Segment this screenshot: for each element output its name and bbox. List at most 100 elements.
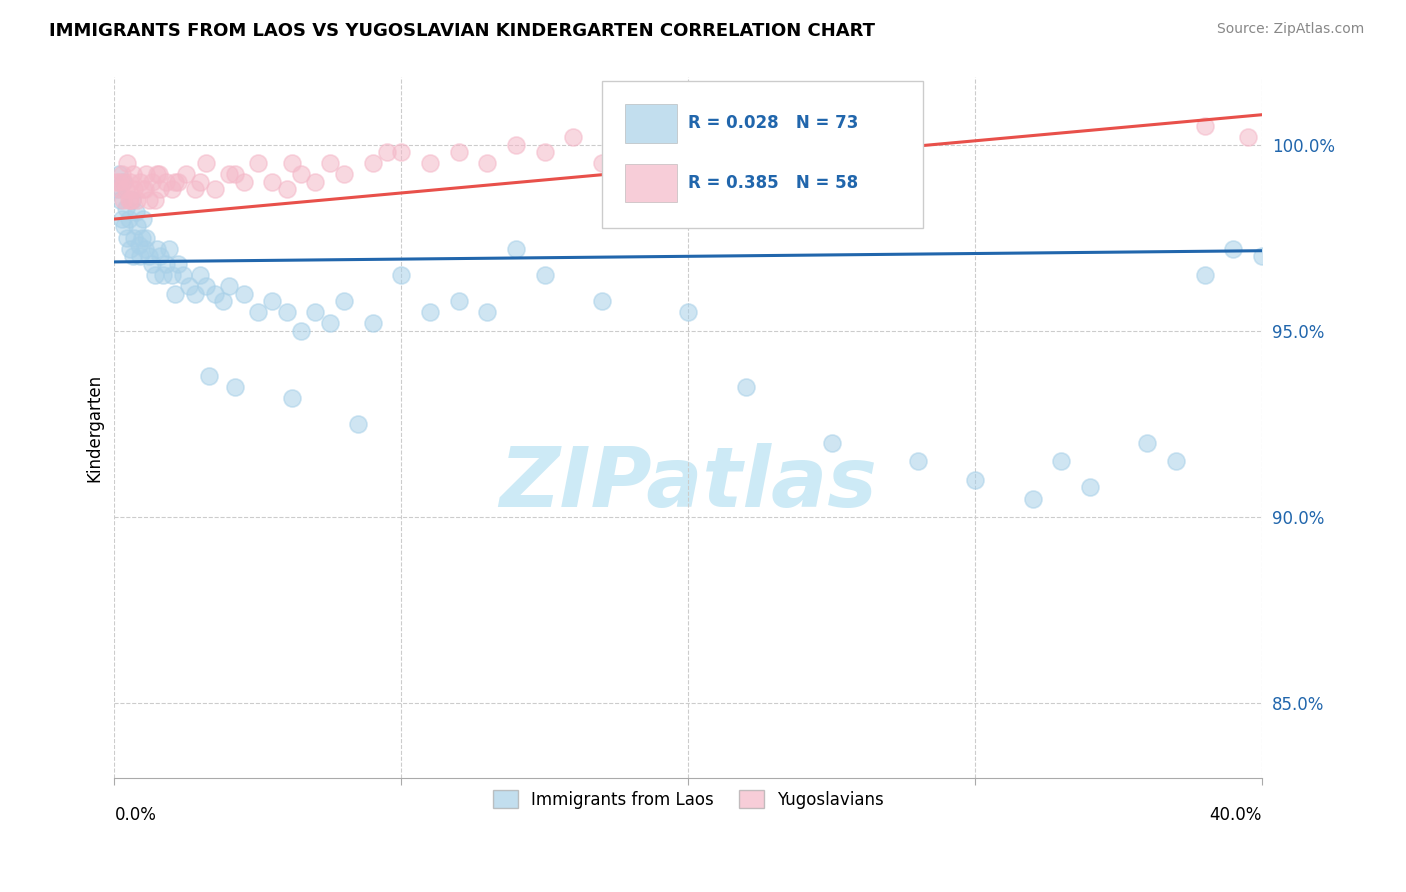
Point	[107, 167, 129, 181]
Point	[122, 167, 145, 181]
Point	[114, 175, 136, 189]
Point	[318, 317, 340, 331]
Point	[149, 249, 172, 263]
Point	[505, 137, 527, 152]
Point	[163, 286, 186, 301]
Point	[1050, 454, 1073, 468]
Point	[389, 145, 412, 159]
Point	[281, 156, 304, 170]
Point	[111, 194, 134, 208]
Point	[146, 242, 169, 256]
Point	[108, 182, 131, 196]
Point	[114, 219, 136, 234]
Point	[591, 156, 613, 170]
Point	[115, 182, 138, 196]
Point	[821, 435, 844, 450]
Point	[125, 204, 148, 219]
Point	[163, 175, 186, 189]
Point	[166, 175, 188, 189]
Point	[138, 249, 160, 263]
Point	[246, 305, 269, 319]
Point	[232, 286, 254, 301]
Point	[224, 380, 246, 394]
Point	[965, 473, 987, 487]
Point	[276, 182, 298, 196]
Point	[204, 182, 226, 196]
Point	[591, 293, 613, 308]
Point	[1194, 268, 1216, 282]
Point	[143, 194, 166, 208]
Point	[121, 194, 143, 208]
Text: R = 0.028   N = 73: R = 0.028 N = 73	[688, 114, 859, 132]
Point	[290, 167, 312, 181]
Point	[419, 305, 441, 319]
Point	[198, 368, 221, 383]
Point	[121, 194, 143, 208]
Text: R = 0.385   N = 58: R = 0.385 N = 58	[688, 174, 858, 192]
Y-axis label: Kindergarten: Kindergarten	[86, 374, 103, 482]
Text: 40.0%: 40.0%	[1209, 806, 1263, 824]
Point	[129, 175, 152, 189]
Point	[1194, 119, 1216, 133]
Point	[143, 268, 166, 282]
Point	[117, 230, 139, 244]
Point	[218, 167, 240, 181]
Point	[110, 212, 132, 227]
Point	[105, 182, 128, 196]
Point	[107, 175, 129, 189]
Point	[290, 324, 312, 338]
Point	[135, 230, 157, 244]
FancyBboxPatch shape	[626, 104, 676, 143]
Point	[318, 156, 340, 170]
Point	[127, 219, 149, 234]
Point	[118, 194, 141, 208]
Point	[131, 230, 153, 244]
Point	[1222, 242, 1244, 256]
Point	[138, 194, 160, 208]
Point	[160, 268, 183, 282]
Point	[141, 175, 163, 189]
FancyBboxPatch shape	[602, 81, 924, 228]
Legend: Immigrants from Laos, Yugoslavians: Immigrants from Laos, Yugoslavians	[486, 783, 890, 815]
Point	[146, 167, 169, 181]
Point	[281, 391, 304, 405]
Point	[1021, 491, 1043, 506]
Point	[533, 268, 555, 282]
Point	[127, 194, 149, 208]
Point	[105, 175, 128, 189]
Point	[224, 167, 246, 181]
Point	[375, 145, 398, 159]
Point	[152, 268, 174, 282]
Point	[132, 182, 155, 196]
Point	[132, 212, 155, 227]
Point	[262, 175, 284, 189]
Point	[195, 156, 218, 170]
Point	[120, 242, 142, 256]
Text: IMMIGRANTS FROM LAOS VS YUGOSLAVIAN KINDERGARTEN CORRELATION CHART: IMMIGRANTS FROM LAOS VS YUGOSLAVIAN KIND…	[49, 22, 875, 40]
Point	[505, 242, 527, 256]
Point	[148, 167, 170, 181]
Point	[122, 249, 145, 263]
Point	[477, 156, 499, 170]
Point	[120, 175, 142, 189]
Point	[111, 175, 134, 189]
Point	[134, 242, 156, 256]
Point	[447, 145, 470, 159]
Point	[134, 182, 156, 196]
Text: Source: ZipAtlas.com: Source: ZipAtlas.com	[1216, 22, 1364, 37]
Point	[174, 167, 197, 181]
Point	[533, 145, 555, 159]
Point	[135, 167, 157, 181]
Point	[115, 201, 138, 215]
Point	[204, 286, 226, 301]
Point	[110, 167, 132, 181]
Point	[620, 145, 643, 159]
Point	[562, 130, 585, 145]
Point	[1236, 130, 1258, 145]
Point	[361, 156, 384, 170]
Point	[166, 257, 188, 271]
Point	[155, 257, 177, 271]
Point	[333, 167, 356, 181]
Point	[447, 293, 470, 308]
Point	[218, 279, 240, 293]
